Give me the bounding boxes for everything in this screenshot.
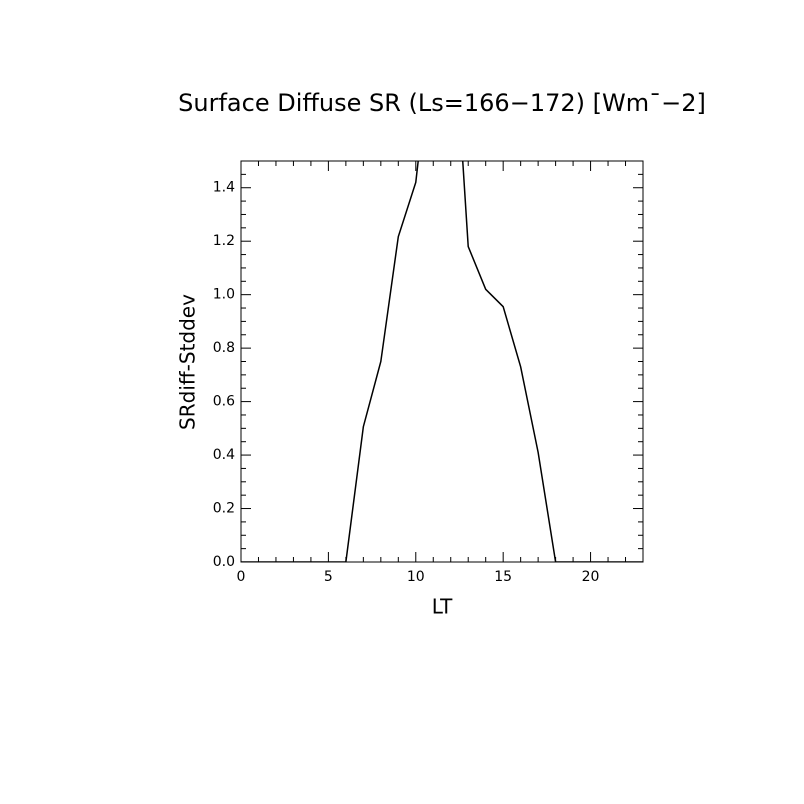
y-axis-label: SRdiff-Stddev	[176, 294, 200, 430]
x-tick-label: 10	[407, 569, 425, 585]
y-tick-label: 1.2	[213, 233, 235, 249]
chart-title: Surface Diffuse SR (Ls=166−172) [Wm¯−2]	[178, 89, 706, 117]
y-tick-label: 1.0	[213, 287, 235, 303]
x-tick-label: 20	[582, 569, 600, 585]
y-tick-label: 0.2	[213, 501, 235, 517]
x-axis-label: LT	[432, 595, 453, 619]
y-tick-label: 0.8	[213, 340, 235, 356]
y-tick-label: 1.4	[213, 180, 235, 196]
x-tick-label: 5	[324, 569, 333, 585]
y-tick-label: 0.6	[213, 394, 235, 410]
y-tick-label: 0.4	[213, 447, 235, 463]
y-tick-label: 0.0	[213, 554, 235, 570]
x-tick-label: 15	[494, 569, 512, 585]
x-tick-label: 0	[237, 569, 246, 585]
